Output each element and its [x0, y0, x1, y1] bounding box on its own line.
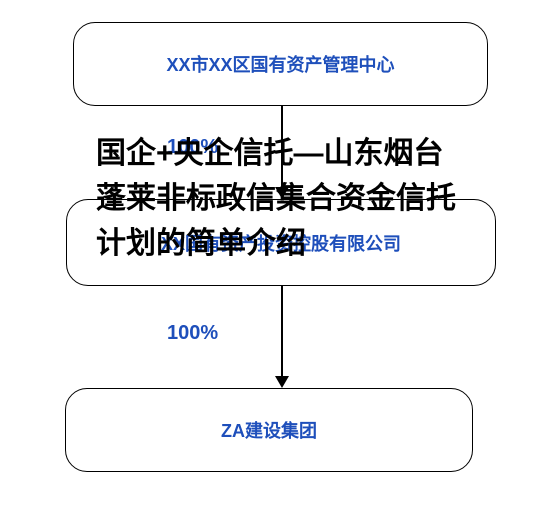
org-node-label: XX市XX区国有资产管理中心 [166, 51, 394, 77]
edge-label-2: 100% [167, 322, 218, 345]
org-node-label: ZA建设集团 [221, 417, 317, 443]
arrowhead-icon [275, 376, 289, 388]
edge-line-2 [281, 286, 283, 376]
org-node-construction-group: ZA建设集团 [65, 388, 473, 472]
overlay-title: 国企+央企信托—山东烟台蓬莱非标政信集合资金信托计划的简单介绍 [96, 131, 461, 266]
org-node-asset-center: XX市XX区国有资产管理中心 [73, 22, 488, 106]
